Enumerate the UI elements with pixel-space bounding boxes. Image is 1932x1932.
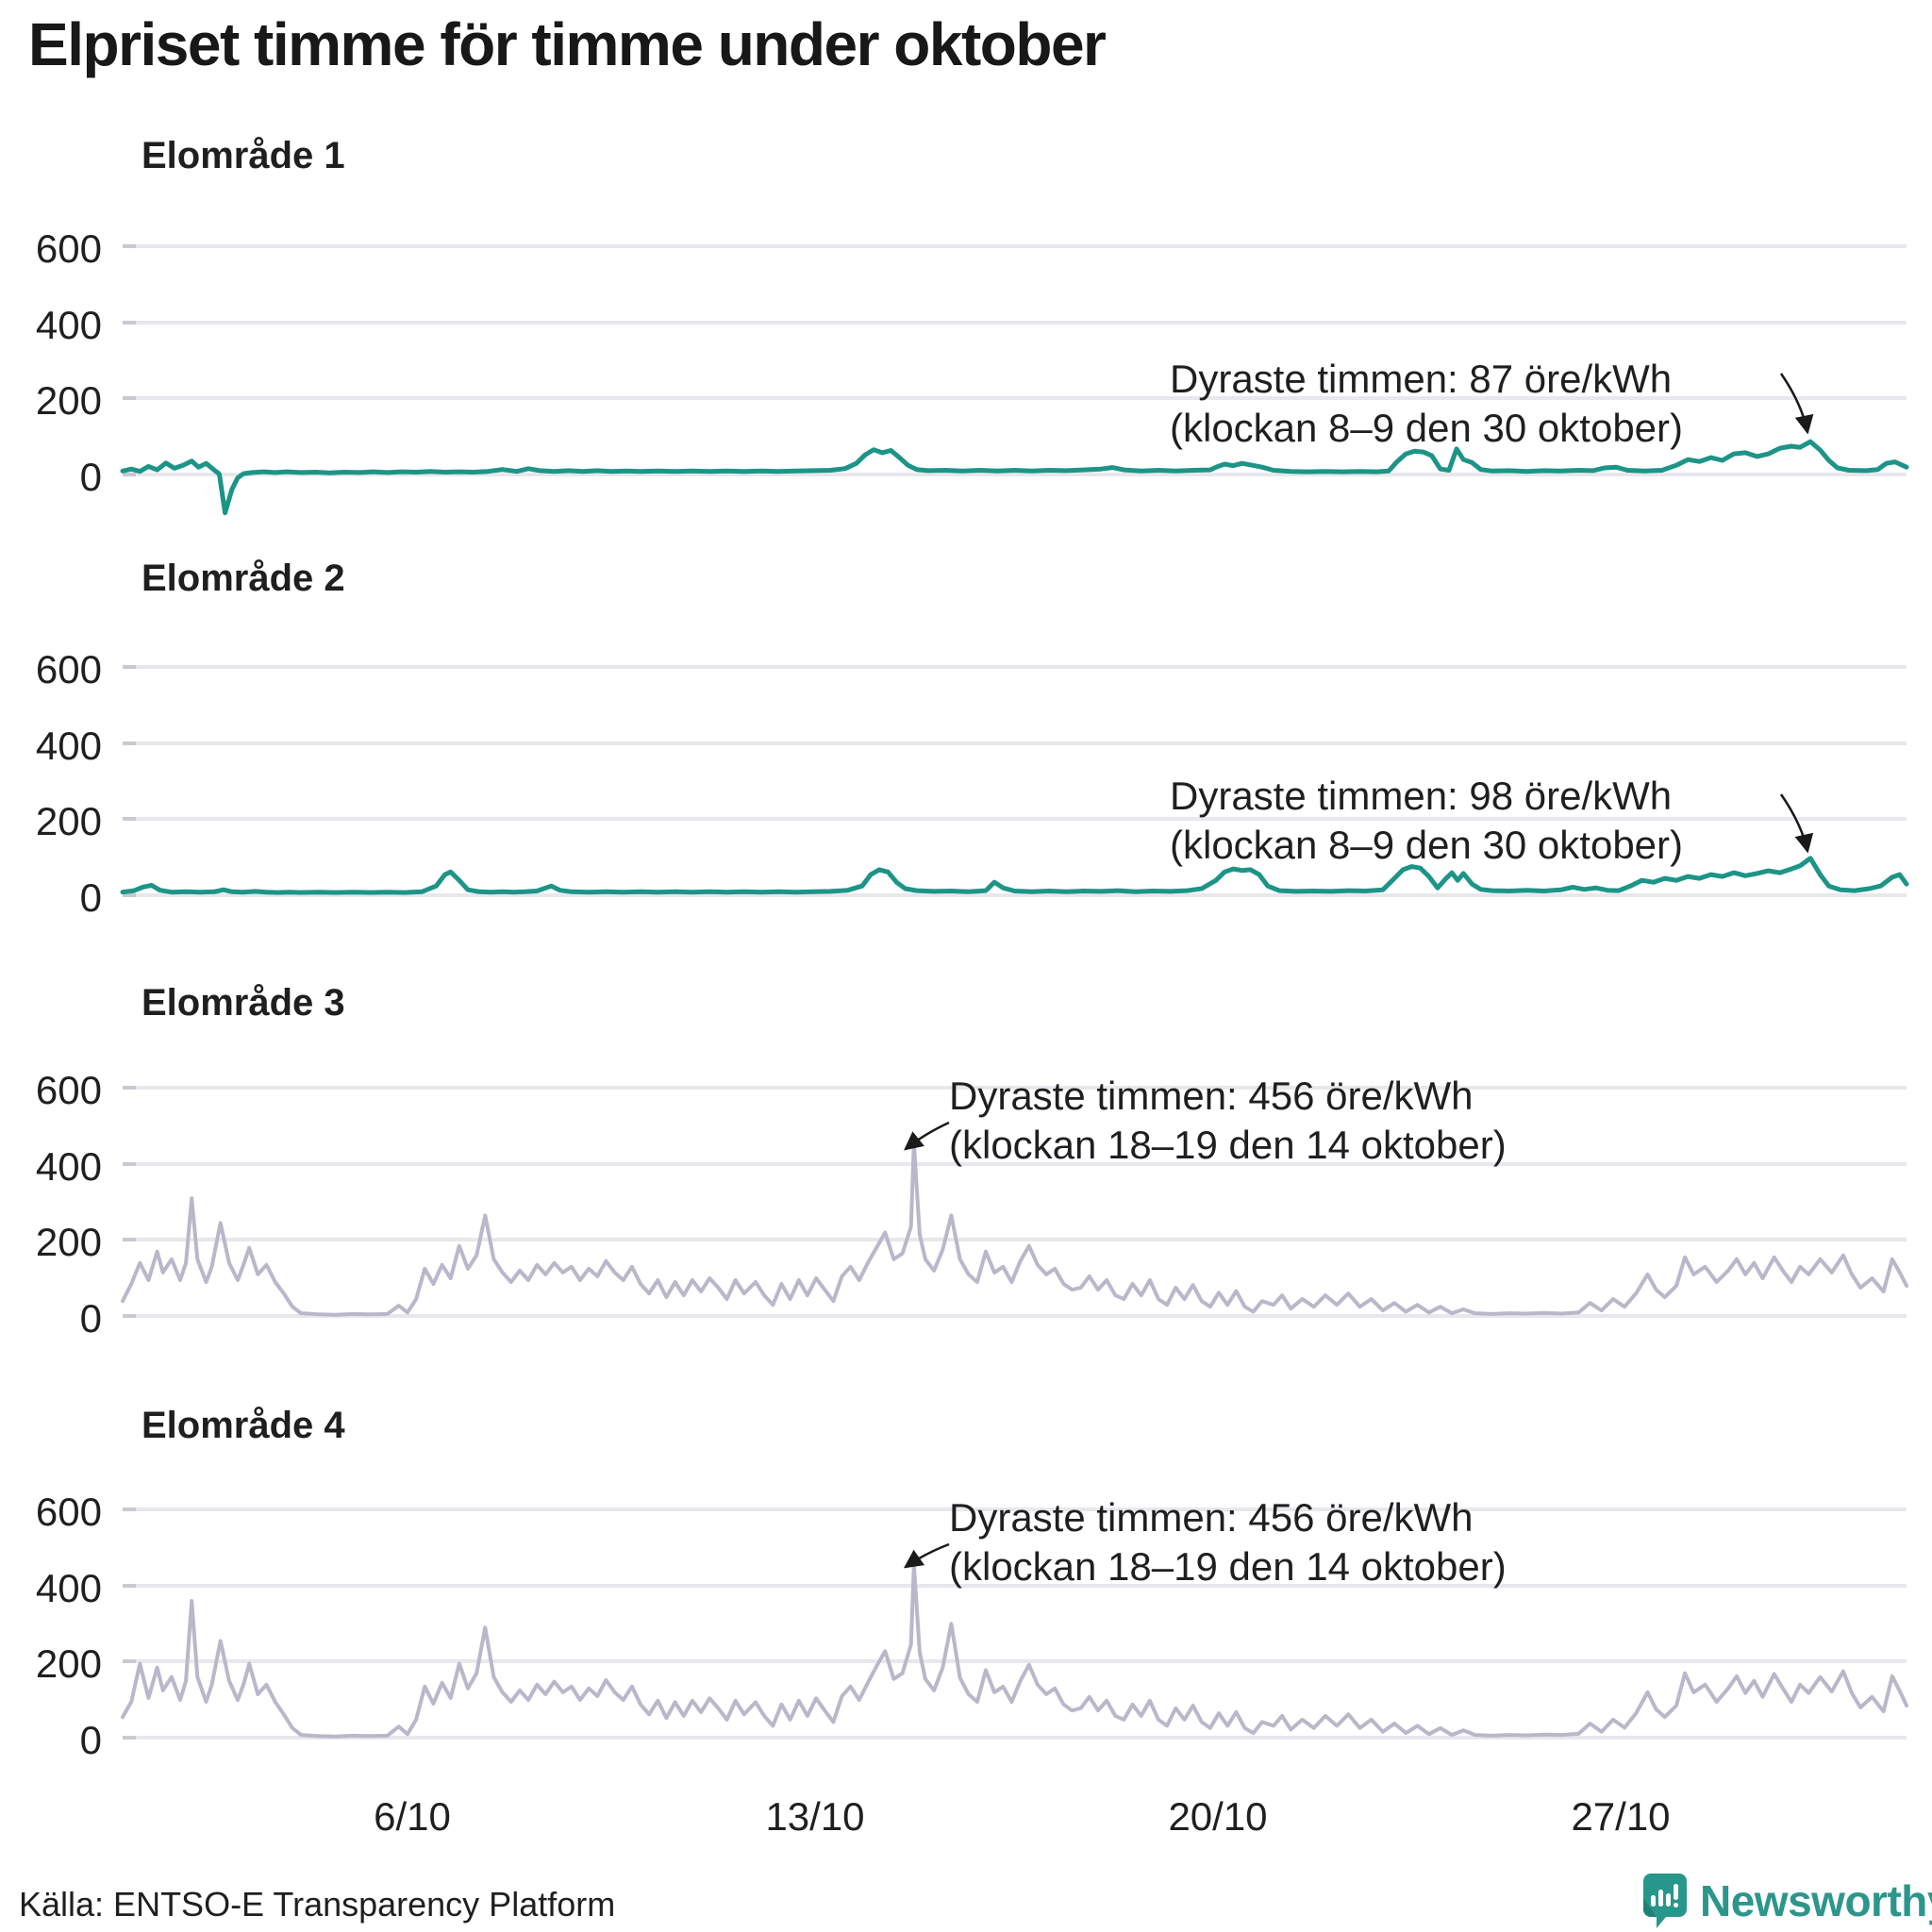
annotation-line2: (klockan 18–19 den 14 oktober) xyxy=(949,1123,1507,1167)
annotation-arrow-icon xyxy=(904,1121,950,1151)
annotation-line1: Dyraste timmen: 456 öre/kWh xyxy=(949,1495,1474,1540)
gridline-400 xyxy=(123,1161,1907,1166)
y-tick-label: 200 xyxy=(35,378,102,424)
y-tick-label: 200 xyxy=(35,799,102,844)
annotation-max-elomrade-3: Dyraste timmen: 456 öre/kWh (klockan 18–… xyxy=(949,1072,1507,1170)
line-chart-elomrade-1 xyxy=(120,439,1909,515)
gridline-200 xyxy=(123,396,1907,401)
annotation-max-elomrade-4: Dyraste timmen: 456 öre/kWh (klockan 18–… xyxy=(949,1493,1507,1591)
line-chart-elomrade-3 xyxy=(121,1141,1908,1317)
annotation-line2: (klockan 8–9 den 30 oktober) xyxy=(1170,823,1684,867)
annotation-line1: Dyraste timmen: 87 öre/kWh xyxy=(1170,357,1673,401)
gridline-600 xyxy=(123,244,1907,248)
line-chart-elomrade-2 xyxy=(120,856,1909,895)
y-tick-label: 0 xyxy=(79,1718,102,1762)
y-tick-label: 400 xyxy=(35,723,102,768)
gridline-600 xyxy=(123,1086,1907,1090)
page-title: Elpriset timme för timme under oktober xyxy=(28,10,1107,78)
annotation-max-elomrade-2: Dyraste timmen: 98 öre/kWh (klockan 8–9 … xyxy=(1170,772,1683,870)
x-tick-20-10: 20/10 xyxy=(1168,1794,1268,1839)
annotation-line2: (klockan 8–9 den 30 oktober) xyxy=(1170,406,1684,450)
gridline-200 xyxy=(123,1238,1907,1242)
annotation-arrow-icon xyxy=(1779,373,1814,435)
gridline-0 xyxy=(123,473,1907,476)
gridline-400 xyxy=(123,741,1907,745)
gridline-0 xyxy=(123,1314,1907,1318)
newsworthy-brand: Newsworthy xyxy=(1643,1874,1932,1928)
chart-title-elomrade-4: Elområde 4 xyxy=(142,1405,345,1446)
annotation-arrow-icon xyxy=(1779,793,1814,854)
newsworthy-wordmark: Newsworthy xyxy=(1700,1876,1932,1925)
gridline-600 xyxy=(123,665,1907,669)
annotation-arrow-icon xyxy=(903,1542,950,1569)
source-credit: Källa: ENTSO-E Transparency Platform xyxy=(19,1885,616,1924)
price-line-elomrade-2 xyxy=(120,856,1909,895)
y-tick-label: 600 xyxy=(35,1490,102,1534)
y-tick-label: 400 xyxy=(35,1143,102,1189)
y-tick-label: 0 xyxy=(79,875,102,920)
gridline-0 xyxy=(123,893,1907,897)
gridline-400 xyxy=(123,1583,1907,1588)
chart-title-elomrade-3: Elområde 3 xyxy=(142,982,345,1024)
annotation-max-elomrade-1: Dyraste timmen: 87 öre/kWh (klockan 8–9 … xyxy=(1170,355,1683,453)
gridline-200 xyxy=(123,1659,1907,1664)
y-tick-label: 0 xyxy=(79,1296,102,1341)
gridline-200 xyxy=(123,817,1907,822)
gridline-600 xyxy=(123,1507,1907,1511)
gridline-400 xyxy=(123,320,1907,325)
gridline-0 xyxy=(123,1736,1907,1740)
annotation-line1: Dyraste timmen: 98 öre/kWh xyxy=(1170,774,1673,818)
x-tick-27-10: 27/10 xyxy=(1571,1794,1671,1839)
y-tick-label: 400 xyxy=(35,1565,102,1610)
newsworthy-logo-icon xyxy=(1643,1874,1687,1928)
price-line-elomrade-4 xyxy=(121,1562,1908,1739)
y-tick-label: 0 xyxy=(79,455,102,499)
y-tick-label: 200 xyxy=(35,1641,102,1687)
price-line-elomrade-1 xyxy=(120,439,1909,515)
line-chart-elomrade-4 xyxy=(121,1562,1908,1739)
annotation-line1: Dyraste timmen: 456 öre/kWh xyxy=(949,1074,1474,1118)
y-tick-label: 600 xyxy=(35,647,102,691)
y-tick-label: 600 xyxy=(35,226,102,271)
chart-title-elomrade-1: Elområde 1 xyxy=(142,135,345,176)
chart-title-elomrade-2: Elområde 2 xyxy=(142,558,345,599)
y-tick-label: 400 xyxy=(35,302,102,347)
x-tick-6-10: 6/10 xyxy=(374,1794,451,1839)
price-line-elomrade-3 xyxy=(121,1141,1908,1317)
y-tick-label: 600 xyxy=(35,1068,102,1112)
y-tick-label: 200 xyxy=(35,1220,102,1265)
annotation-line2: (klockan 18–19 den 14 oktober) xyxy=(949,1544,1507,1589)
x-tick-13-10: 13/10 xyxy=(765,1794,865,1839)
